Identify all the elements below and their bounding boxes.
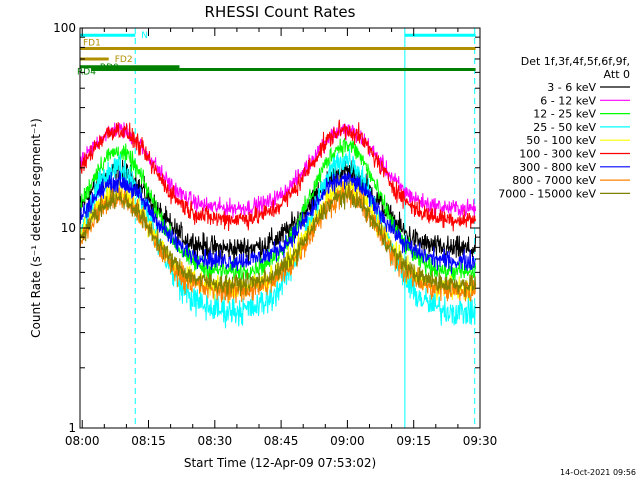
x-tick-label-0: 08:00 [65, 434, 100, 448]
legend-label-0: 3 - 6 keV [547, 81, 596, 94]
legend-label-3: 25 - 50 keV [533, 121, 596, 134]
legend-header-line-2: Att 0 [604, 68, 630, 81]
vertical-markers [79, 28, 476, 428]
legend-label-5: 100 - 300 keV [519, 148, 596, 161]
flag-label-RD4: RD4 [77, 68, 96, 78]
legend-label-2: 12 - 25 keV [533, 108, 596, 121]
x-tick-label-4: 09:00 [330, 434, 365, 448]
series-line-5 [79, 119, 477, 232]
x-axis-ticks: 08:00 08:15 08:30 08:45 09:00 09:15 09:30 [65, 28, 497, 448]
chart-title: RHESSI Count Rates [205, 3, 356, 21]
series-lines [79, 119, 477, 329]
x-axis-label: Start Time (12-Apr-09 07:53:02) [184, 456, 376, 470]
legend-label-1: 6 - 12 keV [540, 94, 596, 107]
x-tick-label-3: 08:45 [264, 434, 299, 448]
plot-frame [79, 27, 481, 429]
x-tick-label-5: 09:15 [396, 434, 431, 448]
legend-label-6: 300 - 800 keV [519, 161, 596, 174]
legend-label-8: 7000 - 15000 keV [498, 187, 596, 200]
legend-header-line-1: Det 1f,3f,4f,5f,6f,9f, [521, 55, 630, 68]
generation-timestamp: 14-Oct-2021 09:56 [560, 468, 636, 477]
y-axis-label: Count Rate (s⁻¹ detector segment⁻¹) [29, 118, 43, 338]
legend-label-4: 50 - 100 keV [526, 134, 596, 147]
flag-label-FD2: FD2 [115, 55, 133, 65]
series-line-8 [79, 182, 477, 298]
y-tick-label-2: 100 [53, 21, 76, 35]
series-line-6 [79, 170, 477, 274]
flag-label-FD1: FD1 [83, 38, 101, 48]
series-line-2 [79, 138, 477, 282]
x-tick-label-1: 08:15 [131, 434, 166, 448]
x-tick-label-2: 08:30 [198, 434, 233, 448]
flag-label-N: N [141, 31, 148, 41]
y-tick-label-1: 10 [61, 221, 76, 235]
y-axis-ticks: 1 10 100 [53, 21, 480, 435]
flag-label-RD0: RD0 [100, 63, 119, 73]
x-tick-label-6: 09:30 [463, 434, 498, 448]
legend: Det 1f,3f,4f,5f,6f,9f, Att 0 3 - 6 keV6 … [498, 55, 630, 200]
y-tick-label-0: 1 [68, 421, 76, 435]
legend-label-7: 800 - 7000 keV [512, 174, 596, 187]
